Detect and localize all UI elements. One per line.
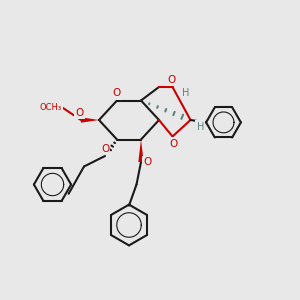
Text: O: O [168, 75, 176, 85]
Polygon shape [138, 140, 144, 162]
Text: O: O [101, 144, 109, 154]
Text: O: O [112, 88, 121, 98]
Text: H: H [182, 88, 190, 98]
Text: H: H [197, 122, 204, 132]
Text: O: O [143, 157, 151, 167]
Text: O: O [75, 108, 83, 118]
Text: O: O [169, 139, 177, 149]
Text: OCH₃: OCH₃ [39, 103, 62, 112]
Polygon shape [81, 117, 99, 123]
